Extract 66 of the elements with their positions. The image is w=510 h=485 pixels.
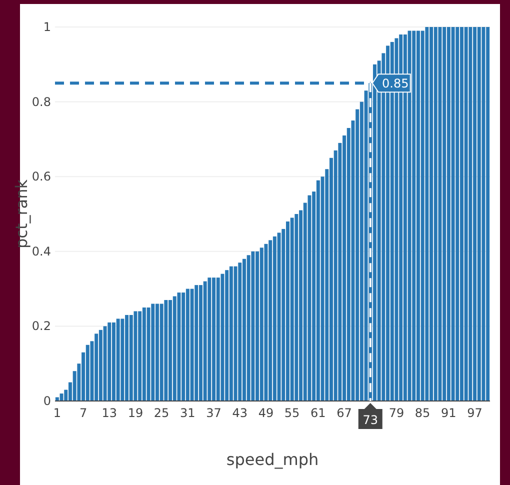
- bar: [194, 285, 198, 401]
- x-tick-label: 97: [467, 406, 482, 420]
- bar: [108, 322, 112, 401]
- bar: [60, 394, 64, 401]
- bar: [146, 308, 150, 401]
- bar: [277, 232, 281, 401]
- y-tick-label: 0: [43, 394, 51, 408]
- bar: [203, 281, 207, 401]
- bar: [103, 326, 107, 401]
- x-tick-label: 13: [102, 406, 118, 420]
- x-tick-label: 1: [53, 406, 61, 420]
- x-tick-label: 37: [206, 406, 222, 420]
- y-tick-label: 0.6: [32, 170, 51, 184]
- bar: [238, 262, 242, 401]
- bar: [464, 27, 468, 401]
- bar: [134, 311, 138, 401]
- bar: [308, 195, 312, 401]
- bar: [129, 314, 133, 401]
- bar: [434, 27, 438, 401]
- bar: [456, 27, 460, 401]
- x-tick-label: 79: [388, 406, 404, 420]
- bar: [425, 27, 429, 401]
- bar: [234, 266, 238, 401]
- x-tick-label: 49: [258, 406, 274, 420]
- bar: [477, 27, 481, 401]
- bar: [151, 304, 155, 401]
- bar: [216, 278, 220, 401]
- bar: [468, 27, 472, 401]
- bar: [290, 218, 294, 401]
- bar: [164, 300, 168, 401]
- x-tick-label: 55: [284, 406, 300, 420]
- y-tick-label: 1: [43, 20, 51, 34]
- x-tick-label: 85: [414, 406, 430, 420]
- bar: [251, 251, 255, 401]
- ref-line-label: 0.85: [382, 76, 409, 91]
- bar: [294, 214, 298, 401]
- x-tick-label: 91: [441, 406, 456, 420]
- bar: [246, 255, 250, 401]
- bar: [420, 30, 424, 401]
- bar: [116, 318, 120, 401]
- bar: [160, 304, 164, 401]
- x-tick-label: 7: [79, 406, 88, 420]
- bar: [172, 296, 176, 401]
- bar: [438, 27, 442, 401]
- y-tick-label: 0.2: [32, 319, 51, 334]
- x-tick-label: 31: [180, 406, 196, 420]
- bar: [264, 244, 268, 401]
- bar: [220, 274, 224, 401]
- bar: [260, 248, 264, 401]
- bar: [482, 27, 486, 401]
- bar: [120, 318, 124, 401]
- bar: [86, 344, 90, 401]
- x-tick-label: 61: [310, 406, 326, 420]
- x-tick-label: 25: [154, 406, 170, 420]
- y-axis-title: pct_rank: [12, 178, 31, 249]
- x-tick-label: 67: [336, 406, 352, 420]
- y-tick-label: 0.8: [32, 94, 51, 109]
- bar: [190, 288, 194, 401]
- bar: [208, 278, 212, 401]
- x-axis-title: speed_mph: [226, 450, 319, 469]
- y-tick-label: 0.4: [32, 244, 51, 258]
- x-tick-label: 19: [128, 406, 144, 420]
- bar: [451, 27, 455, 401]
- x-tick-label: 43: [232, 406, 248, 420]
- ref-line-label: 73: [362, 413, 378, 427]
- bar: [177, 292, 181, 401]
